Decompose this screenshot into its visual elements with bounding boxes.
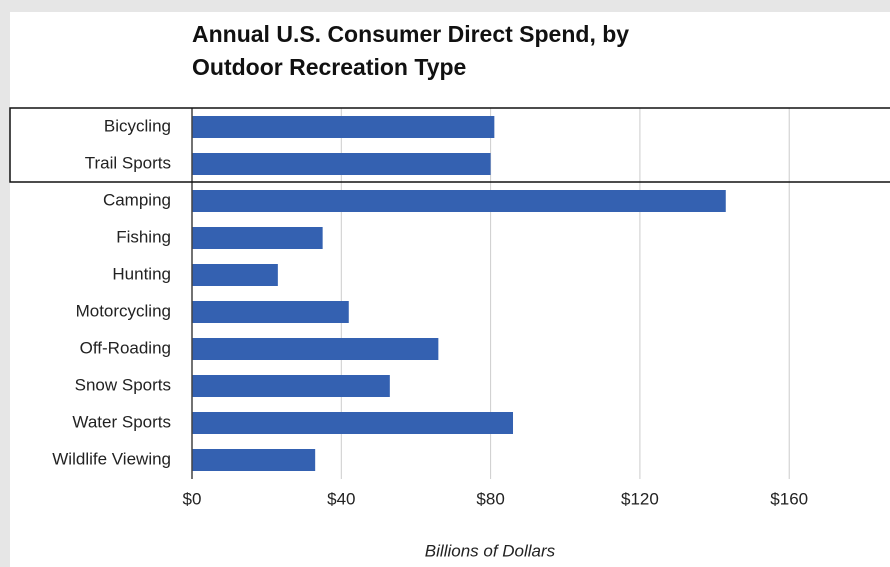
bar: [192, 153, 491, 175]
x-tick-label: $0: [183, 489, 202, 508]
bar: [192, 264, 278, 286]
bar: [192, 412, 514, 434]
y-tick-label: Water Sports: [72, 412, 171, 431]
y-tick-label: Motorcycling: [76, 301, 171, 320]
y-tick-label: Hunting: [112, 264, 171, 283]
y-tick-label: Off-Roading: [80, 338, 171, 357]
y-tick-label: Camping: [103, 190, 171, 209]
bars: Bicycling Trail Sports Camping Fishing Hunti…: [52, 116, 726, 471]
x-tick-label: $120: [621, 489, 659, 508]
bar: [192, 116, 495, 138]
bar: [192, 449, 316, 471]
bar: [192, 338, 439, 360]
x-tick-label: $40: [327, 489, 355, 508]
y-tick-label: Trail Sports: [85, 153, 171, 172]
y-tick-label: Snow Sports: [75, 375, 171, 394]
bar: [192, 375, 390, 397]
x-tick-label: $80: [476, 489, 504, 508]
bar: [192, 190, 726, 212]
y-tick-label: Bicycling: [104, 116, 171, 135]
chart-title: Outdoor Recreation Type: [192, 54, 466, 80]
bar: [192, 227, 323, 249]
y-tick-label: Wildlife Viewing: [52, 449, 171, 468]
x-axis-title: Billions of Dollars: [425, 541, 556, 560]
chart-title: Annual U.S. Consumer Direct Spend, by: [192, 21, 629, 47]
highlight-box: [9, 107, 890, 183]
y-tick-label: Fishing: [116, 227, 171, 246]
chart-background: [10, 12, 890, 567]
bar: [192, 301, 349, 323]
x-tick-label: $160: [770, 489, 808, 508]
